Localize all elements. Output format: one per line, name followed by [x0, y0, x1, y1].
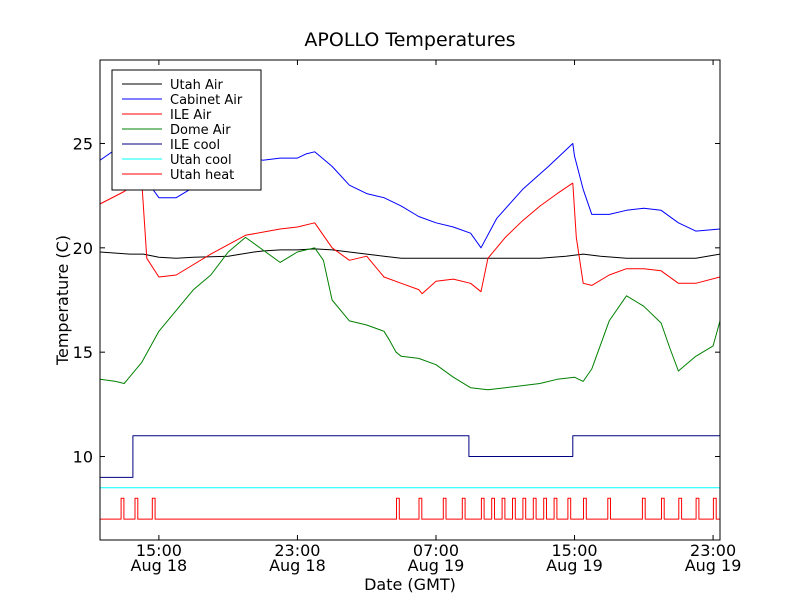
- legend-label-utah-cool: Utah cool: [170, 153, 232, 168]
- chart-title: APOLLO Temperatures: [304, 29, 515, 51]
- x-tick-date-0: Aug 18: [131, 556, 188, 575]
- series-line-utah-heat: [100, 497, 720, 520]
- legend-label-cabinet-air: Cabinet Air: [170, 93, 243, 108]
- y-tick-label-25: 25: [73, 134, 93, 153]
- x-tick-date-4: Aug 19: [685, 556, 742, 575]
- series-line-dome-air: [100, 236, 720, 391]
- x-tick-date-1: Aug 18: [269, 556, 326, 575]
- y-axis: 10 15 20 25: [73, 134, 720, 467]
- x-axis-label: Date (GMT): [364, 575, 456, 594]
- legend-label-ile-air: ILE Air: [170, 108, 212, 123]
- x-tick-date-2: Aug 19: [408, 556, 465, 575]
- x-tick-time-0: 15:00: [136, 541, 182, 560]
- y-tick-label-10: 10: [73, 448, 93, 467]
- series-line-ile-air: [100, 178, 720, 295]
- x-tick-time-2: 07:00: [413, 541, 459, 560]
- legend-label-ile-cool: ILE cool: [170, 138, 220, 153]
- y-axis-label: Temperature (C): [53, 235, 72, 366]
- legend-label-utah-air: Utah Air: [170, 78, 223, 93]
- legend-label-utah-heat: Utah heat: [170, 168, 234, 183]
- y-tick-label-15: 15: [73, 343, 93, 362]
- plot-frame: [99, 59, 721, 541]
- series-line-utah-air: [100, 248, 720, 259]
- legend-label-dome-air: Dome Air: [170, 123, 231, 138]
- x-tick-time-1: 23:00: [274, 541, 320, 560]
- legend-frame: [111, 69, 262, 191]
- series-line-ile-cool: [100, 435, 720, 478]
- y-tick-label-20: 20: [73, 239, 93, 258]
- x-tick-time-4: 23:00: [690, 541, 736, 560]
- x-tick-time-3: 15:00: [551, 541, 597, 560]
- x-tick-date-3: Aug 19: [546, 556, 603, 575]
